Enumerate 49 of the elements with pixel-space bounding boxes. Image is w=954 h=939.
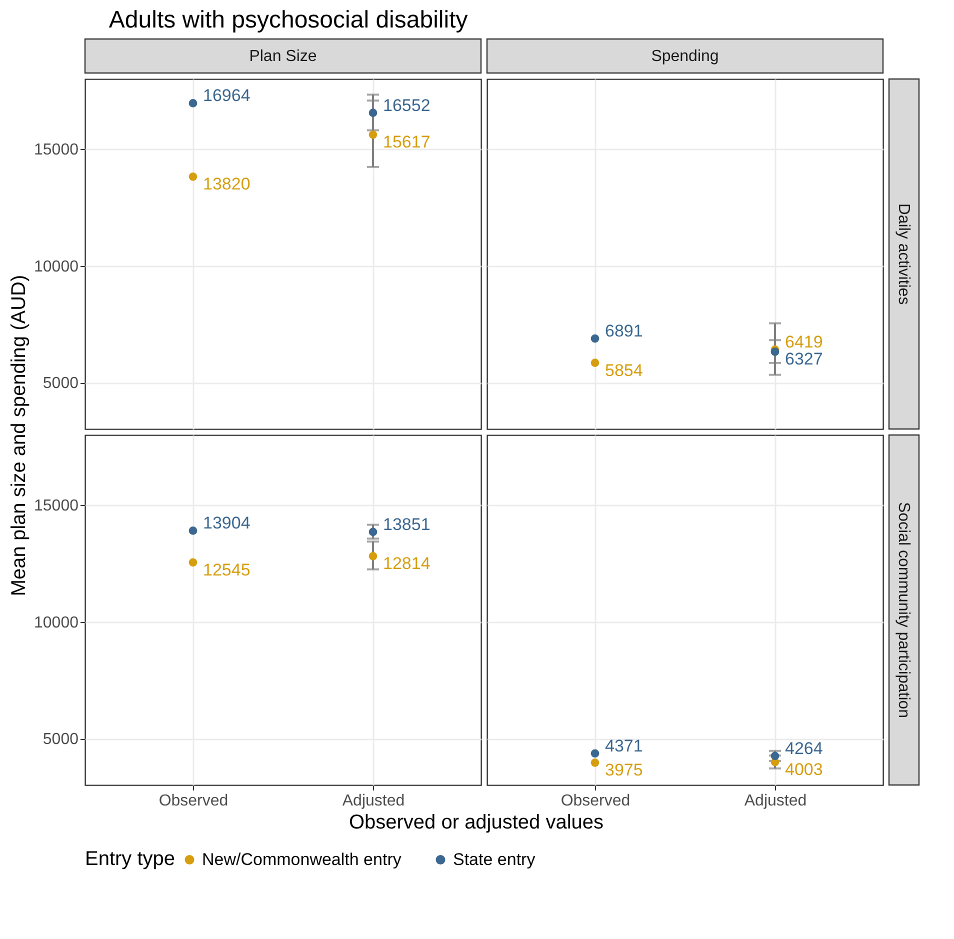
point — [188, 172, 198, 181]
x-tick-label: Observed — [560, 792, 630, 810]
data-label: 4371 — [605, 736, 643, 756]
data-label: 5854 — [605, 360, 643, 380]
point — [188, 99, 198, 108]
legend-label: New/Commonwealth entry — [202, 850, 402, 869]
x-tick-label: Observed — [158, 792, 228, 810]
point — [188, 558, 198, 567]
y-tick-label: 15000 — [34, 498, 79, 515]
point — [590, 758, 600, 767]
point — [590, 358, 600, 367]
data-label: 15617 — [383, 132, 430, 152]
chart-subtitle: Plan Size — [249, 48, 317, 65]
data-label: 6419 — [785, 332, 823, 352]
point — [188, 526, 198, 535]
point — [368, 130, 378, 139]
y-tick-label: 5000 — [42, 731, 79, 748]
x-tick-label: Adjusted — [744, 792, 807, 810]
data-label: 3975 — [605, 760, 643, 780]
data-label: 13820 — [203, 174, 250, 194]
chart-title: Adults with psychosocial disability — [108, 6, 468, 34]
x-axis-title: Observed or adjusted values — [348, 812, 604, 834]
y-tick-label: 10000 — [34, 258, 79, 276]
data-label: 12814 — [383, 554, 430, 574]
data-label: 6891 — [605, 322, 643, 341]
data-label: 13904 — [203, 514, 250, 533]
data-label: 6327 — [785, 350, 823, 369]
legend-label: State entry — [453, 850, 536, 869]
data-label: 4264 — [785, 738, 823, 758]
data-label: 16964 — [203, 86, 250, 106]
point — [368, 552, 378, 560]
point — [590, 334, 600, 343]
data-label: 4003 — [785, 760, 823, 780]
y-axis-title: Mean plan size and spending (AUD) — [8, 274, 30, 596]
y-tick-label: 10000 — [34, 614, 79, 632]
point — [590, 749, 600, 758]
y-tick-label: 5000 — [42, 375, 79, 392]
point — [368, 528, 378, 536]
y-tick-label: 15000 — [34, 142, 79, 159]
legend-title: Entry type — [85, 848, 176, 870]
point — [368, 108, 378, 118]
y2-axis-title: Social community participation — [895, 502, 912, 718]
data-label: 16552 — [383, 96, 430, 115]
data-label: 13851 — [383, 514, 430, 534]
y2-axis-title: Daily activities — [895, 203, 912, 305]
x-tick-label: Adjusted — [342, 792, 405, 810]
chart-subtitle: Spending — [651, 48, 719, 65]
point — [770, 348, 780, 356]
data-label: 12545 — [203, 560, 250, 580]
